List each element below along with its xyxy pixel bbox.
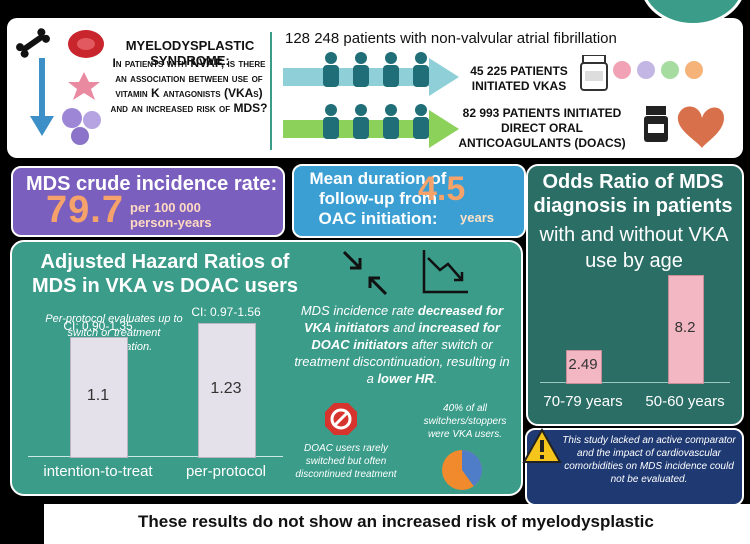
- bone-icon: [16, 28, 50, 58]
- incidence-value: 79.7: [46, 189, 124, 231]
- finding-text: MDS incidence rate decreased for VKA ini…: [294, 303, 510, 386]
- warning-panel: [525, 428, 744, 506]
- vka-pills-icon: [613, 61, 703, 79]
- or-bar-2: [668, 275, 704, 384]
- vka-group: 45 225 PATIENTS INITIATED VKAS: [470, 64, 568, 93]
- odds-ratio-subtitle: with and without VKA use by age: [539, 224, 729, 272]
- warning-text: This study lacked an active comparator a…: [562, 435, 736, 485]
- prohibited-icon: [325, 403, 357, 435]
- hr-bar-label: per-protocol: [185, 463, 267, 480]
- switchers-pie-chart: [442, 450, 482, 490]
- white-blood-cells-icon: [62, 108, 101, 145]
- down-arrow-icon: [30, 58, 54, 136]
- hr-bar-ci: CI: 0.97-1.56: [191, 305, 261, 320]
- hr-bar-value: 1.23: [210, 379, 242, 397]
- hr-bar-2: [198, 323, 256, 458]
- pie-note: 40% of all switchers/stoppers were VKA u…: [423, 403, 507, 440]
- follow-up-unit: years: [460, 210, 494, 225]
- compress-arrows-icon: [342, 250, 388, 296]
- follow-up-panel: [292, 164, 526, 238]
- or-bar-1: [566, 349, 602, 384]
- incidence-panel: [11, 166, 285, 237]
- hr-bar-label: intention-to-treat: [43, 463, 153, 480]
- or-bar-value: 2.49: [568, 355, 598, 373]
- follow-up-value: 4.5: [418, 170, 466, 208]
- or-bar-value: 8.2: [674, 318, 696, 336]
- or-bar-label: 50-60 years: [645, 393, 725, 410]
- total-patients: 128 248 patients with non-valvular atria…: [285, 30, 617, 47]
- or-bar-label: 70-79 years: [543, 393, 623, 410]
- pie-slice-vka: [462, 450, 482, 487]
- doac-group: 82 993 PATIENTS INITIATED DIRECT ORAL AN…: [458, 106, 626, 150]
- hr-bar-ci: CI: 0.90-1.35: [63, 319, 133, 334]
- hr-bar-value: 1.1: [86, 386, 110, 404]
- hazard-ratio-axis: [28, 456, 283, 457]
- follow-up-label: Mean duration of follow-up from OAC init…: [309, 169, 447, 228]
- pill-bottle-icon: [580, 55, 608, 91]
- warning-icon: [522, 428, 562, 463]
- odds-ratio-axis: [540, 382, 730, 383]
- decrease-chart-icon: [422, 250, 468, 294]
- platelet-icon: [68, 72, 100, 100]
- conclusion-text: These results do not show an increased r…: [138, 512, 654, 531]
- divider: [270, 32, 272, 150]
- incidence-title: MDS crude incidence rate:: [26, 173, 278, 195]
- hr-bar-1: [70, 337, 128, 458]
- heart-icon: [677, 106, 724, 148]
- incidence-unit: per 100 000 person-years: [130, 200, 212, 230]
- odds-ratio-title: Odds Ratio of MDS diagnosis in patients: [533, 171, 733, 217]
- doac-pill-bottle-icon: [644, 106, 668, 142]
- doac-switch-note: DOAC users rarely switched but often dis…: [295, 443, 397, 480]
- red-blood-cell-icon: [68, 30, 104, 58]
- hazard-ratio-title: Adjusted Hazard Ratios of MDS in VKA vs …: [32, 251, 298, 297]
- question-title: MYELODYSPLASTIC SYNDROME:: [125, 38, 255, 68]
- question-body: In patients with NVAF, is there an assoc…: [110, 56, 268, 115]
- patients-group-icon: [323, 52, 429, 139]
